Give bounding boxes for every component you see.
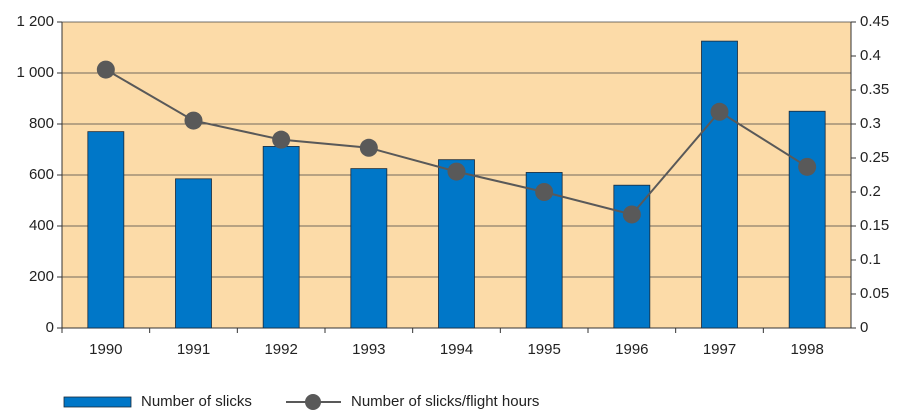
bar [701,40,738,329]
bar [350,168,388,329]
y-tick-label: 400 [29,217,54,234]
bar [87,131,125,329]
x-tick-label: 1996 [615,341,648,358]
y2-tick-label: 0.4 [860,47,881,64]
y2-tick-label: 0.45 [860,13,889,30]
x-tick-label: 1990 [89,341,122,358]
y-tick-label: 200 [29,268,54,285]
y2-tick-label: 0.3 [860,115,881,132]
x-tick-label: 1994 [440,341,473,358]
bar [788,110,826,329]
x-tick-label: 1993 [352,341,385,358]
line-marker [272,130,291,149]
x-tick-label: 1997 [703,341,736,358]
line-marker [710,102,729,121]
legend-swatch [63,396,132,408]
y2-tick-label: 0.35 [860,81,889,98]
legend-swatch [305,394,321,410]
y2-tick-label: 0.2 [860,183,881,200]
bar [438,159,475,329]
x-tick-label: 1998 [790,341,823,358]
line-marker [184,111,203,130]
y-tick-label: 1 200 [16,13,54,30]
legend-label: Number of slicks [141,393,252,410]
x-tick-label: 1991 [177,341,210,358]
y-tick-label: 800 [29,115,54,132]
y2-tick-label: 0.25 [860,149,889,166]
y-tick-label: 600 [29,166,54,183]
line-marker [447,162,466,181]
bar [175,178,212,329]
y2-tick-label: 0.05 [860,285,889,302]
line-marker [535,183,554,201]
line-marker [96,60,115,79]
y2-tick-label: 0.15 [860,217,889,234]
y-tick-label: 1 000 [16,64,54,81]
x-tick-label: 1992 [264,341,297,358]
legend-label: Number of slicks/flight hours [351,393,539,410]
y2-tick-label: 0.1 [860,251,881,268]
line-marker [798,157,817,176]
bar [262,146,300,329]
y-tick-label: 0 [46,319,54,336]
x-tick-label: 1995 [527,341,560,358]
y2-tick-label: 0 [860,319,868,336]
line-marker [622,205,641,224]
line-marker [359,138,378,157]
